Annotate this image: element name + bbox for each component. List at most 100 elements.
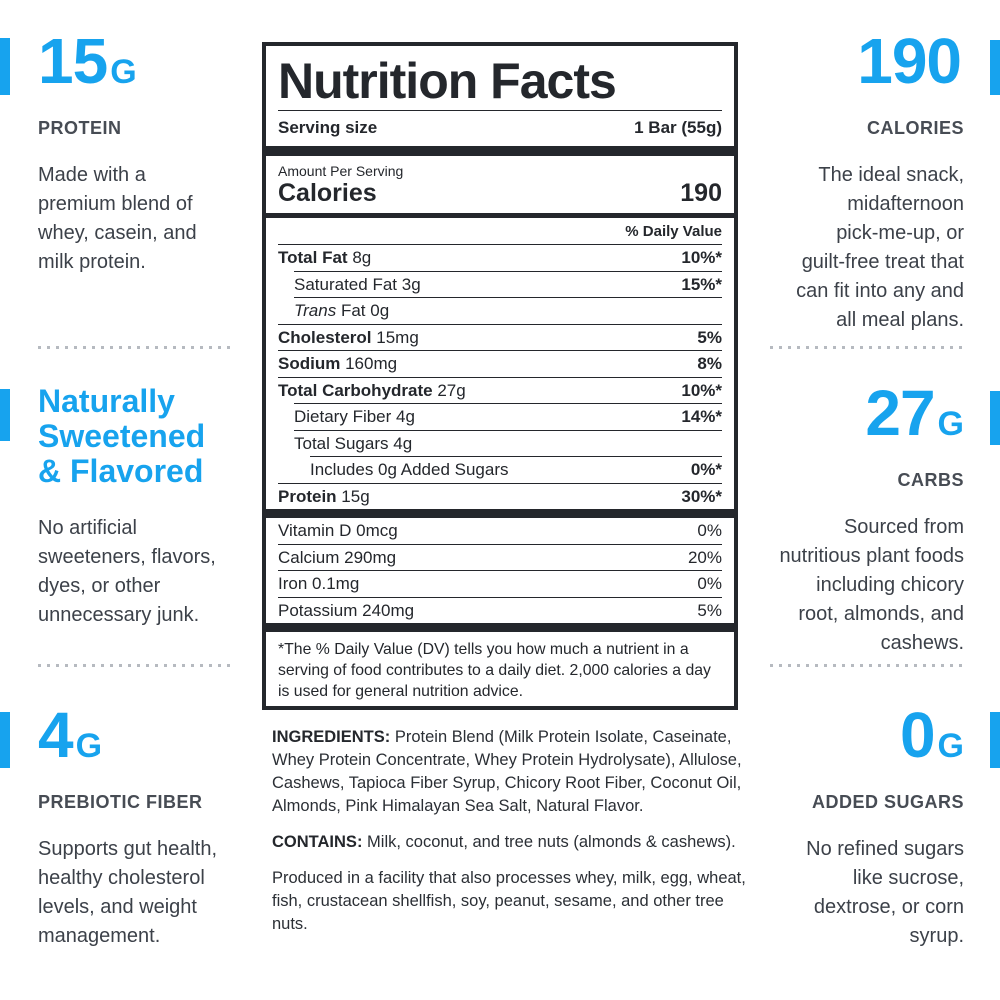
vitamin-name: Potassium 240mg xyxy=(278,600,415,620)
nutrient-amount: 8g xyxy=(352,248,372,267)
vitamin-daily-value: 20% xyxy=(687,547,722,567)
calories-description: The ideal snack, midafternoon pick-me-up… xyxy=(796,164,964,331)
nutrient-row: Saturated Fat 3g 15%* xyxy=(294,270,722,298)
protein-stat-label: PROTEIN xyxy=(38,118,122,138)
vitamin-name-text: Calcium xyxy=(278,547,340,567)
serving-size-row: Serving size 1 Bar (55g) xyxy=(266,111,734,146)
nutrient-daily-value: 5% xyxy=(697,327,722,347)
contains-label: CONTAINS: xyxy=(272,833,363,851)
accent-bar-fiber xyxy=(0,712,10,768)
nutrient-amount: 15g xyxy=(341,486,370,506)
serving-size-label: Serving size xyxy=(278,118,378,137)
nutrient-name: Trans Fat 0g xyxy=(294,302,389,320)
vitamin-amount: 0mcg xyxy=(356,521,398,540)
carbs-description: Sourced from nutritious plant foods incl… xyxy=(779,516,964,654)
calories-stat: 190 xyxy=(752,29,964,108)
calories-stat-number: 190 xyxy=(857,25,962,97)
nutrient-row: Protein 15g 30%* xyxy=(278,482,722,510)
callout-carbs: 27G CARBS Sourced from nutritious plant … xyxy=(752,381,964,658)
added-sugars-stat: 0G xyxy=(752,703,964,782)
accent-bar-sweetened xyxy=(0,389,10,441)
nutrient-name: Dietary Fiber 4g xyxy=(294,408,415,426)
callout-fiber: 4G PREBIOTIC FIBER Supports gut health, … xyxy=(38,703,250,951)
nutrient-amount: 27g xyxy=(437,380,466,400)
protein-stat-unit: G xyxy=(110,53,137,91)
callout-protein: 15G PROTEIN Made with a premium blend of… xyxy=(38,29,250,277)
nutrient-name-text: Includes 0g Added Sugars xyxy=(310,460,509,479)
nutrient-name: Sodium 160mg xyxy=(278,355,397,373)
label-separator-bar-2 xyxy=(266,623,734,632)
vitamin-amount: 0.1mg xyxy=(312,574,360,593)
nutrient-name: Saturated Fat 3g xyxy=(294,274,421,294)
ingredients-label: INGREDIENTS: xyxy=(272,728,391,746)
vitamin-name-text: Potassium xyxy=(278,600,358,620)
vitamin-daily-value: 0% xyxy=(697,574,722,593)
label-medium-bar xyxy=(266,213,734,218)
carbs-stat-unit: G xyxy=(937,405,964,443)
vitamin-rows: Vitamin D 0mcg 0% Calcium 290mg 20% Iron 0.1… xyxy=(266,518,734,623)
sweetened-description: No artificial sweeteners, flavors, dyes,… xyxy=(38,517,216,626)
nutrient-daily-value: 14%* xyxy=(681,407,722,426)
added-sugars-description: No refined sugars like sucrose, dextrose… xyxy=(806,838,964,947)
nutrient-row: Dietary Fiber 4g 14%* xyxy=(294,403,722,430)
vitamin-row: Vitamin D 0mcg 0% xyxy=(278,518,722,544)
nutrient-amount: 3g xyxy=(401,274,421,294)
fiber-stat: 4G xyxy=(38,703,250,782)
nutrient-name-text: Fat xyxy=(340,301,366,320)
accent-bar-protein xyxy=(0,38,10,95)
divider-right-1 xyxy=(770,346,962,349)
ingredients-section: INGREDIENTS: Protein Blend (Milk Protein… xyxy=(272,726,746,936)
amount-per-serving-label: Amount Per Serving xyxy=(278,163,404,179)
nutrient-name-text: Cholesterol xyxy=(278,327,372,347)
calories-value: 190 xyxy=(680,179,722,207)
nutrient-name-italic: Trans xyxy=(294,301,337,320)
nutrient-daily-value: 0%* xyxy=(690,460,722,479)
vitamin-name-text: Iron xyxy=(278,574,308,593)
nutrient-row: Total Sugars 4g xyxy=(294,429,722,457)
protein-description: Made with a premium blend of whey, casei… xyxy=(38,164,197,273)
accent-bar-added-sugars xyxy=(990,712,1000,768)
protein-stat-number: 15 xyxy=(38,25,108,97)
accent-bar-calories xyxy=(990,40,1000,95)
added-sugars-stat-unit: G xyxy=(937,727,964,765)
vitamin-name-text: Vitamin D xyxy=(278,521,352,540)
divider-right-2 xyxy=(770,664,962,667)
nutrient-name: Protein 15g xyxy=(278,486,370,506)
contains-text: Milk, coconut, and tree nuts (almonds & … xyxy=(367,833,736,851)
nutrient-name-text: Saturated Fat xyxy=(294,274,398,294)
nutrient-rows: Total Fat 8g 10%* Saturated Fat 3g 15%* Tran… xyxy=(266,244,734,509)
nutrient-daily-value: 15%* xyxy=(681,274,722,294)
nutrient-name-text: Dietary Fiber xyxy=(294,407,392,426)
nutrient-name: Total Carbohydrate 27g xyxy=(278,380,466,400)
callout-calories: 190 CALORIES The ideal snack, midafterno… xyxy=(752,29,964,335)
nutrient-daily-value: 10%* xyxy=(681,380,722,400)
nutrient-daily-value: 30%* xyxy=(681,486,722,506)
label-thick-bar xyxy=(266,146,734,156)
nutrient-name: Includes 0g Added Sugars xyxy=(310,461,508,479)
label-rule xyxy=(278,110,722,111)
callout-added-sugars: 0G ADDED SUGARS No refined sugars like s… xyxy=(752,703,964,951)
nutrient-row: Trans Fat 0g xyxy=(294,297,722,324)
nutrient-daily-value: 8% xyxy=(697,354,722,373)
facility-paragraph: Produced in a facility that also process… xyxy=(272,867,746,936)
calories-label: Calories xyxy=(278,179,377,207)
nutrient-row: Cholesterol 15mg 5% xyxy=(278,323,722,351)
vitamin-row: Calcium 290mg 20% xyxy=(278,543,722,571)
nutrient-name: Cholesterol 15mg xyxy=(278,327,419,347)
vitamin-amount: 240mg xyxy=(362,600,415,620)
nutrient-row: Total Fat 8g 10%* xyxy=(278,244,722,271)
vitamin-name: Vitamin D 0mcg xyxy=(278,522,398,540)
nutrient-amount: 4g xyxy=(396,407,415,426)
calories-stat-label: CALORIES xyxy=(866,118,964,138)
nutrient-row: Total Carbohydrate 27g 10%* xyxy=(278,376,722,404)
label-title: Nutrition Facts xyxy=(278,53,617,109)
accent-bar-carbs xyxy=(990,391,1000,445)
ingredients-text: Protein Blend (Milk Protein Isolate, Cas… xyxy=(272,728,742,815)
carbs-stat-label: CARBS xyxy=(897,470,964,490)
fiber-stat-number: 4 xyxy=(38,699,74,771)
nutrient-row: Sodium 160mg 8% xyxy=(278,350,722,377)
nutrient-name: Total Sugars 4g xyxy=(294,434,412,453)
vitamin-daily-value: 0% xyxy=(697,521,722,540)
fiber-stat-label: PREBIOTIC FIBER xyxy=(38,792,203,812)
